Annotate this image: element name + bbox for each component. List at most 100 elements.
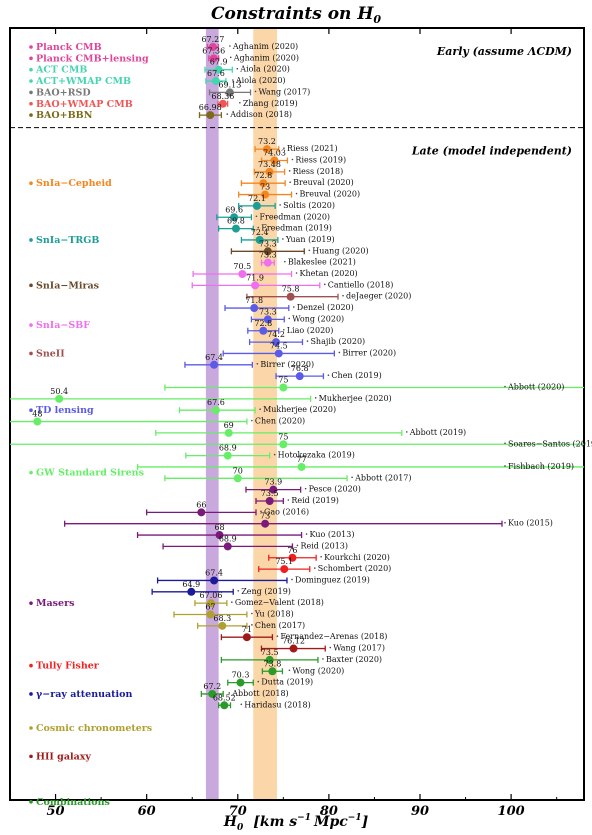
data-point [287, 293, 295, 301]
chart-title: Constraints on H0 [211, 4, 381, 26]
reference-label-30: Mukherjee (2020) [263, 405, 336, 414]
reference-label-14: Freedman (2019) [261, 224, 332, 233]
value-label-10: 72.8 [254, 171, 272, 180]
reference-label-35: Fishbach (2019) [508, 462, 574, 471]
ref-dot-20 [342, 295, 344, 297]
data-point [251, 281, 259, 289]
data-point [238, 270, 246, 278]
reference-label-27: Chen (2019) [331, 371, 381, 380]
reference-label-56: Haridasu (2018) [244, 700, 310, 709]
reference-label-42: Reid (2013) [300, 541, 348, 550]
value-label-33: 75 [278, 432, 288, 441]
ref-dot-17 [284, 261, 286, 263]
group-bullet-18 [29, 755, 33, 759]
group-label-14: Masers [36, 598, 74, 609]
reference-label-20: deJaeger (2020) [346, 292, 411, 301]
region-label-early: Early (assume ΛCDM) [436, 45, 572, 58]
x-tick-label-60: 60 [138, 804, 156, 819]
region-label-late: Late (model independent) [411, 145, 572, 158]
group-label-16: γ−ray attenuation [36, 689, 132, 700]
ref-dot-28 [504, 386, 506, 388]
value-label-20: 75.8 [282, 285, 300, 294]
data-point [197, 508, 205, 516]
data-point [237, 679, 245, 687]
reference-label-13: Freedman (2020) [259, 212, 330, 221]
ref-dot-45 [291, 579, 293, 581]
measurement-56 [219, 701, 231, 709]
ref-dot-32 [406, 431, 408, 433]
value-label-56: 68.52 [213, 693, 236, 702]
reference-label-49: Chen (2017) [255, 621, 305, 630]
reference-label-4: Wang (2017) [259, 87, 311, 96]
ref-dot-5 [239, 102, 241, 104]
value-label-8: 74.03 [263, 149, 286, 158]
ref-dot-15 [282, 238, 284, 240]
reference-label-10: Breuval (2020) [293, 178, 354, 187]
reference-label-24: Shajib (2020) [310, 337, 365, 346]
group-bullet-4 [29, 91, 33, 95]
group-label-2: ACT CMB [35, 65, 87, 76]
value-label-19: 71.9 [246, 273, 264, 282]
data-point [234, 474, 242, 482]
value-label-41: 68 [214, 523, 224, 532]
value-label-43: 76 [287, 546, 297, 555]
plot-area: Early (assume ΛCDM) Late (model independe… [0, 28, 592, 819]
value-label-7: 73.2 [258, 137, 276, 146]
value-label-26: 67.4 [205, 353, 223, 362]
data-point [33, 418, 41, 426]
reference-label-5: Zhang (2019) [243, 99, 298, 108]
group-label-17: Cosmic chronometers [36, 723, 152, 734]
value-label-29: 50.4 [50, 387, 68, 396]
ref-dot-53 [289, 669, 291, 671]
data-point [261, 520, 269, 528]
value-label-52: 73.5 [261, 648, 279, 657]
ref-dot-13 [256, 215, 258, 217]
data-point [212, 406, 220, 414]
group-bullet-15 [29, 664, 33, 668]
ref-dot-48 [251, 613, 253, 615]
reference-label-9: Riess (2018) [293, 167, 344, 176]
value-label-17: 73.3 [259, 251, 277, 260]
value-label-51: 76.12 [282, 637, 305, 646]
value-label-25: 74.5 [270, 341, 288, 350]
group-label-0: Planck CMB [36, 42, 102, 53]
data-point [232, 225, 240, 233]
ref-dot-50 [277, 635, 279, 637]
ref-dot-54 [257, 681, 259, 683]
group-label-18: HII galaxy [36, 751, 91, 762]
ref-dot-36 [351, 477, 353, 479]
data-point [275, 349, 283, 357]
reference-label-54: Dutta (2019) [261, 678, 313, 687]
group-bullet-6 [29, 113, 33, 117]
measurement-30 [179, 406, 255, 414]
value-label-21: 71.8 [245, 296, 263, 305]
data-point [218, 622, 226, 630]
ref-dot-11 [296, 193, 298, 195]
measurement-48 [174, 611, 247, 619]
value-label-36: 70 [233, 466, 243, 475]
reference-label-7: Riess (2021) [287, 144, 338, 153]
group-label-6: BAO+BBN [36, 110, 93, 121]
ref-dot-44 [314, 567, 316, 569]
ref-dot-52 [322, 658, 324, 660]
x-tick-label-90: 90 [411, 804, 429, 819]
ref-dot-19 [324, 284, 326, 286]
value-label-0: 67.27 [201, 35, 224, 44]
reference-label-37: Pesce (2020) [309, 485, 361, 494]
group-bullet-17 [29, 726, 33, 730]
value-label-18: 70.5 [233, 262, 251, 271]
reference-label-15: Yuan (2019) [285, 235, 335, 244]
value-label-28: 75 [278, 376, 288, 385]
value-label-14: 69.8 [227, 217, 245, 226]
ref-dot-0 [229, 45, 231, 47]
ref-dot-8 [292, 159, 294, 161]
value-label-55: 67.2 [203, 682, 221, 691]
group-bullet-14 [29, 601, 33, 605]
ref-dot-4 [255, 91, 257, 93]
ref-dot-31 [251, 420, 253, 422]
reference-label-40: Kuo (2015) [508, 519, 553, 528]
value-label-53: 73.8 [263, 659, 281, 668]
reference-label-12: Soltis (2020) [283, 201, 335, 210]
data-point [220, 701, 228, 709]
